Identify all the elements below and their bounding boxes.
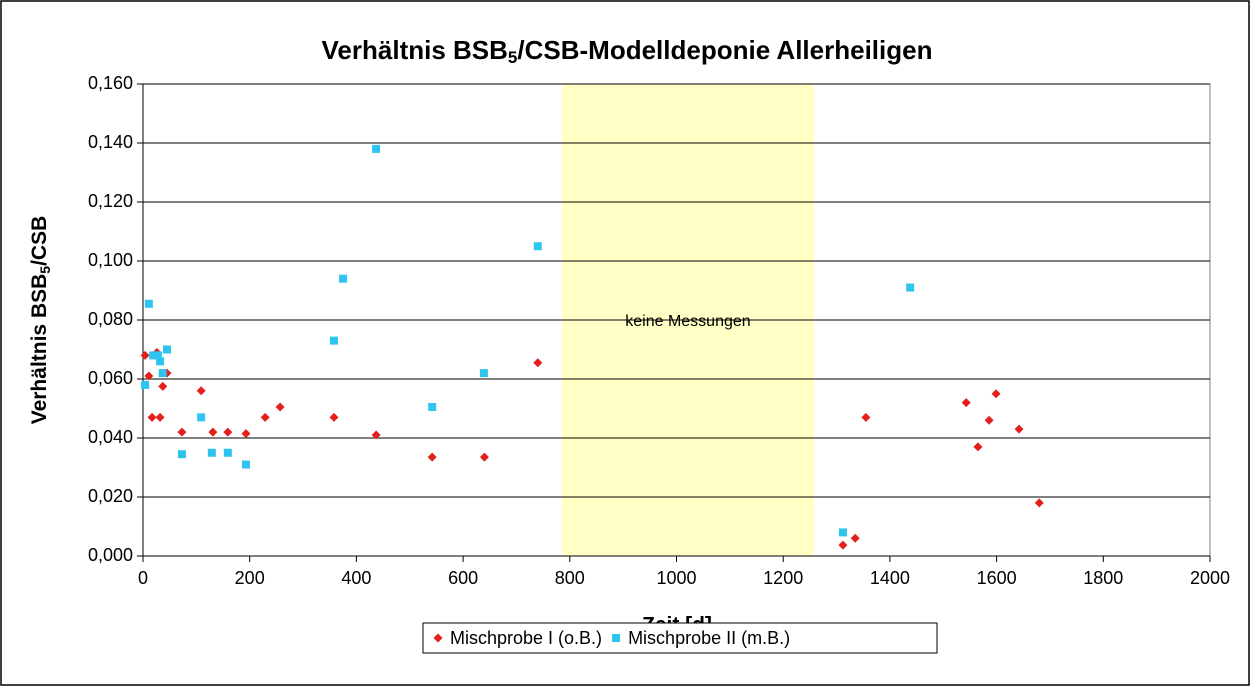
marker [1014, 424, 1024, 434]
y-tick-label: 0,020 [88, 486, 133, 506]
marker [208, 427, 218, 437]
legend: Mischprobe I (o.B.) Mischprobe II (m.B.) [422, 622, 938, 654]
marker [339, 274, 348, 283]
x-tick-label: 400 [341, 568, 371, 588]
y-tick-label: 0,080 [88, 309, 133, 329]
marker [140, 350, 150, 360]
y-tick-label: 0,140 [88, 132, 133, 152]
legend-box [422, 622, 938, 654]
marker [838, 528, 847, 537]
marker [961, 398, 971, 408]
marker [177, 427, 187, 437]
marker [371, 430, 381, 440]
marker [155, 412, 165, 422]
marker [838, 540, 848, 550]
y-tick-label: 0,060 [88, 368, 133, 388]
y-tick-label: 0,100 [88, 250, 133, 270]
y-tick-label: 0,120 [88, 191, 133, 211]
marker [479, 452, 489, 462]
marker [906, 283, 915, 292]
marker [973, 442, 983, 452]
marker [329, 336, 338, 345]
marker [163, 345, 172, 354]
title-part: Verhältnis BSB [322, 35, 508, 65]
x-tick-label: 1400 [870, 568, 910, 588]
x-tick-label: 1000 [656, 568, 696, 588]
marker [861, 412, 871, 422]
marker [533, 358, 543, 368]
x-tick-label: 800 [555, 568, 585, 588]
marker [479, 369, 488, 378]
legend-label: Mischprobe II (m.B.) [628, 628, 790, 648]
marker [984, 415, 994, 425]
marker [149, 351, 158, 360]
marker [156, 357, 165, 366]
marker [141, 380, 150, 389]
x-tick-label: 0 [138, 568, 148, 588]
marker [158, 381, 168, 391]
marker [241, 429, 251, 439]
x-tick-label: 200 [235, 568, 265, 588]
marker [850, 533, 860, 543]
marker [207, 448, 216, 457]
marker [177, 450, 186, 459]
marker [991, 389, 1001, 399]
marker [428, 403, 437, 412]
y-label-sub: 5 [37, 266, 53, 274]
marker [147, 412, 157, 422]
marker [260, 412, 270, 422]
y-label-part: /CSB [28, 216, 51, 266]
x-tick-label: 1800 [1083, 568, 1123, 588]
marker [1034, 498, 1044, 508]
marker [372, 144, 381, 153]
x-tick-label: 1200 [763, 568, 803, 588]
title-part: /CSB-Modelldeponie Allerheiligen [517, 35, 932, 65]
marker [153, 351, 162, 360]
marker [533, 242, 542, 251]
y-axis-label: Verhältnis BSB5/CSB [28, 216, 53, 425]
title-sub: 5 [508, 48, 517, 67]
marker [197, 413, 206, 422]
y-label-part: Verhältnis BSB [28, 274, 51, 425]
x-tick-label: 600 [448, 568, 478, 588]
marker [223, 448, 232, 457]
y-tick-label: 0,000 [88, 545, 133, 565]
marker [158, 369, 167, 378]
marker [196, 386, 206, 396]
marker [433, 633, 443, 643]
marker [144, 371, 154, 381]
y-tick-label: 0,040 [88, 427, 133, 447]
marker [144, 299, 153, 308]
marker [223, 427, 233, 437]
marker [427, 452, 437, 462]
marker [612, 634, 621, 642]
legend-label: Mischprobe I (o.B.) [450, 628, 602, 648]
marker [275, 402, 285, 412]
marker [329, 412, 339, 422]
marker [241, 460, 250, 469]
chart-title: Verhältnis BSB5/CSB-Modelldeponie Allerh… [322, 35, 933, 68]
x-tick-label: 2000 [1190, 568, 1230, 588]
x-tick-label: 1600 [977, 568, 1017, 588]
y-tick-label: 0,160 [88, 73, 133, 93]
region-label: keine Messungen [625, 313, 750, 330]
